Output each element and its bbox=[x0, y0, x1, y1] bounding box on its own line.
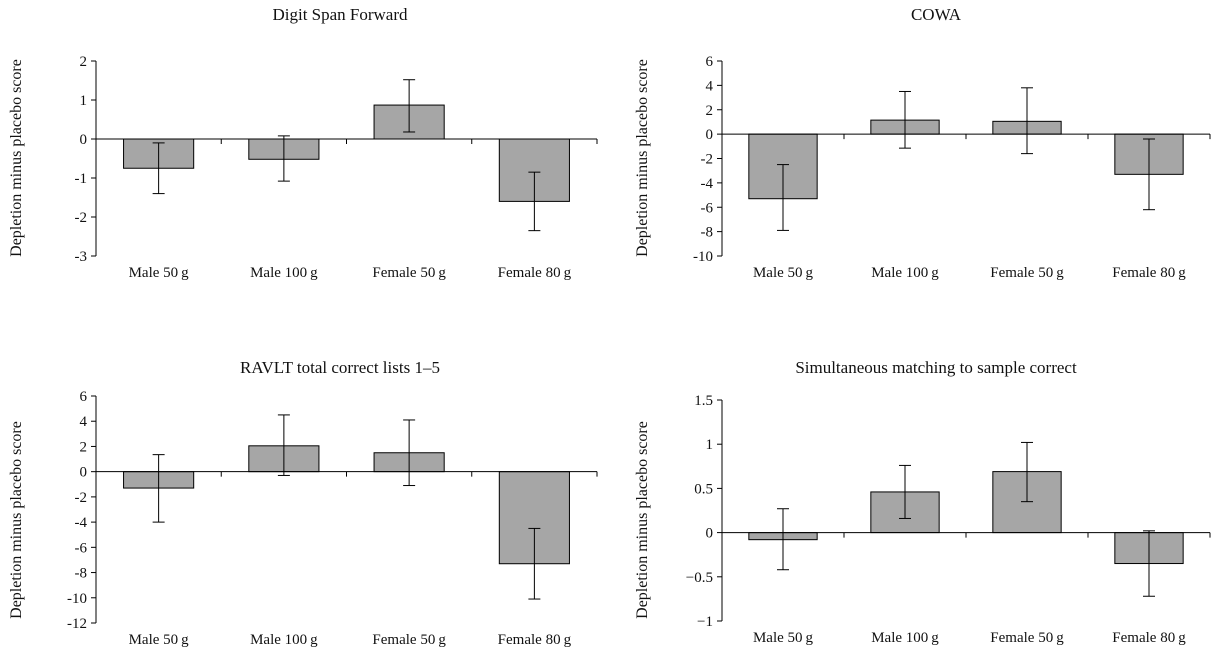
y-tick-label: -4 bbox=[701, 176, 714, 192]
category-label: Male 100 g bbox=[871, 265, 939, 281]
plot-area: −1 −0.5 0 0.5 1 1.5 Male 50 g Male 100 g Female … bbox=[686, 393, 1211, 646]
y-tick-label: -2 bbox=[75, 490, 88, 506]
y-tick-label: 0.5 bbox=[694, 481, 713, 497]
chart-panel-cowa: COWA Depletion minus placebo score -10 -8… bbox=[634, 5, 1211, 281]
chart-title: RAVLT total correct lists 1–5 bbox=[240, 358, 440, 377]
category-label: Male 50 g bbox=[753, 265, 814, 281]
y-tick-label: 4 bbox=[706, 78, 714, 94]
category-label: Female 80 g bbox=[1112, 265, 1186, 281]
y-tick-label: -10 bbox=[693, 249, 713, 265]
y-axis-label: Depletion minus placebo score bbox=[8, 421, 25, 619]
y-tick-label: 1 bbox=[80, 93, 88, 109]
plot-area: -10 -8 -6 -4 -2 0 2 4 6 Male 50 g Male 100 g Female… bbox=[693, 54, 1211, 281]
category-label: Male 100 g bbox=[871, 630, 939, 646]
y-tick-label: 2 bbox=[80, 54, 88, 70]
chart-panel-digit-span: Digit Span Forward Depletion minus place… bbox=[8, 5, 598, 281]
category-label: Female 50 g bbox=[372, 632, 446, 648]
category-label: Male 50 g bbox=[129, 265, 190, 281]
y-tick-label: -8 bbox=[75, 566, 88, 582]
y-tick-label: 6 bbox=[80, 389, 88, 405]
category-label: Female 80 g bbox=[498, 265, 572, 281]
plot-area: -12 -10 -8 -6 -4 -2 0 2 4 6 Male 50 g Male 100 g Fem… bbox=[67, 389, 598, 648]
y-tick-label: −0.5 bbox=[686, 570, 713, 586]
y-tick-label: 1 bbox=[706, 437, 714, 453]
category-label: Female 50 g bbox=[990, 265, 1064, 281]
chart-title: Simultaneous matching to sample correct bbox=[795, 358, 1077, 377]
y-tick-label: -10 bbox=[67, 591, 87, 607]
category-label: Male 100 g bbox=[250, 265, 318, 281]
y-tick-label: 0 bbox=[706, 526, 714, 542]
y-tick-label: -6 bbox=[701, 200, 714, 216]
y-tick-label: -1 bbox=[75, 171, 88, 187]
y-axis-label: Depletion minus placebo score bbox=[634, 59, 651, 257]
y-tick-label: -8 bbox=[701, 225, 714, 241]
y-tick-label: 2 bbox=[80, 439, 88, 455]
plot-area: -3 -2 -1 0 1 2 Male 50 g Male 100 g Female 50 g F… bbox=[75, 54, 598, 281]
category-label: Female 50 g bbox=[990, 630, 1064, 646]
y-tick-label: -4 bbox=[75, 515, 88, 531]
chart-panel-ravlt: RAVLT total correct lists 1–5 Depletion … bbox=[8, 358, 598, 648]
y-tick-label: 6 bbox=[706, 54, 714, 70]
y-axis-label: Depletion minus placebo score bbox=[634, 421, 651, 619]
category-label: Male 50 g bbox=[753, 630, 814, 646]
category-label: Female 80 g bbox=[1112, 630, 1186, 646]
y-tick-label: 0 bbox=[80, 132, 88, 148]
y-tick-label: -6 bbox=[75, 540, 88, 556]
y-tick-label: 0 bbox=[706, 127, 714, 143]
chart-title: Digit Span Forward bbox=[272, 5, 408, 24]
category-label: Female 80 g bbox=[498, 632, 572, 648]
y-axis-label: Depletion minus placebo score bbox=[8, 59, 25, 257]
category-label: Female 50 g bbox=[372, 265, 446, 281]
y-tick-label: -2 bbox=[701, 152, 714, 168]
y-tick-label: 2 bbox=[706, 103, 714, 119]
y-tick-label: -3 bbox=[75, 249, 88, 265]
y-tick-label: 4 bbox=[80, 414, 88, 430]
chart-title: COWA bbox=[911, 5, 962, 24]
category-label: Male 100 g bbox=[250, 632, 318, 648]
y-tick-label: -2 bbox=[75, 210, 88, 226]
y-tick-label: 0 bbox=[80, 465, 88, 481]
y-tick-label: −1 bbox=[697, 614, 713, 630]
y-tick-label: 1.5 bbox=[694, 393, 713, 409]
category-label: Male 50 g bbox=[129, 632, 190, 648]
chart-panel-matching: Simultaneous matching to sample correct … bbox=[634, 358, 1211, 646]
y-tick-label: -12 bbox=[67, 616, 87, 632]
